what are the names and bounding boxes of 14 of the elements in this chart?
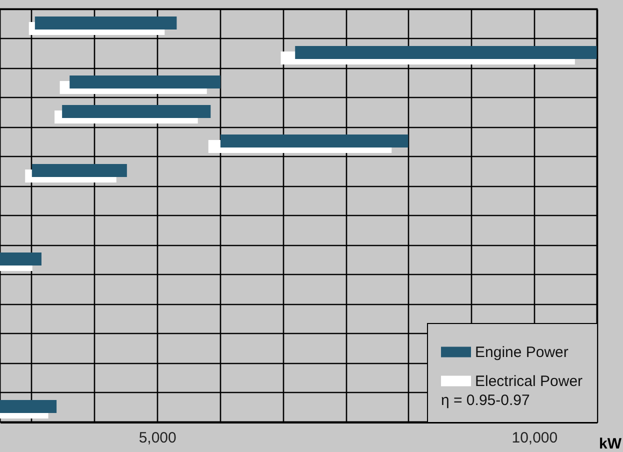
bar <box>70 76 220 88</box>
legend-label: Electrical Power <box>475 373 583 390</box>
bar <box>0 400 57 413</box>
legend-title: η = 0.95-0.97 <box>441 392 530 409</box>
bar <box>32 164 127 177</box>
x-tick-label: 10,000 <box>512 430 558 446</box>
x-axis-title: kW <box>599 436 622 452</box>
bar <box>0 252 42 266</box>
x-tick-label: 5,000 <box>138 430 176 446</box>
bar <box>220 134 408 148</box>
bar <box>34 16 177 30</box>
bar <box>295 46 597 59</box>
bar <box>62 105 211 118</box>
legend-label: Engine Power <box>475 344 568 361</box>
